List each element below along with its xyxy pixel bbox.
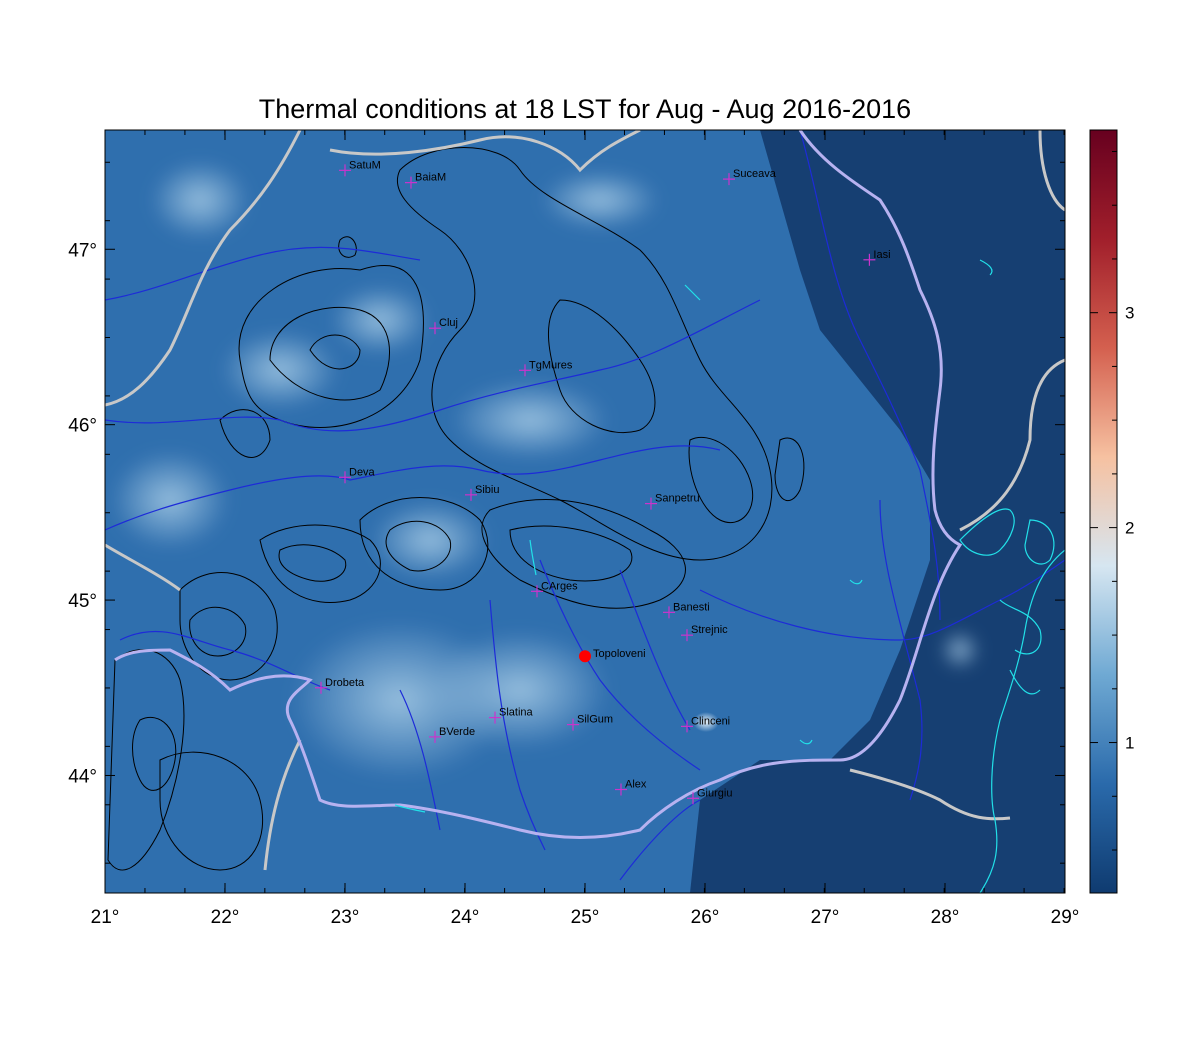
lat-label: 46° — [68, 416, 97, 437]
colorbar: 1 2 3 — [1089, 129, 1134, 894]
city-satum: SatuM — [339, 159, 381, 177]
city-label: SatuM — [349, 159, 381, 171]
highlight-site: Topoloveni — [579, 648, 646, 663]
city-deva: Deva — [339, 466, 376, 484]
city-giurgiu: Giurgiu — [687, 787, 732, 805]
map-title: Thermal conditions at 18 LST for Aug - A… — [259, 94, 911, 124]
city-alex: Alex — [615, 779, 647, 796]
colorbar-gradient — [1089, 129, 1118, 894]
city-banesti: Banesti — [663, 601, 710, 619]
coastline — [394, 259, 1065, 893]
city-bverde: BVerde — [429, 726, 475, 743]
highlight-label: Topoloveni — [593, 648, 646, 660]
lat-label: 44° — [68, 766, 97, 787]
lon-label: 27° — [811, 907, 840, 928]
city-label: BVerde — [439, 726, 475, 738]
city-label: CArges — [541, 580, 578, 592]
city-label: Strejnic — [691, 624, 728, 636]
axis-ticks — [104, 130, 1066, 893]
city-label: Deva — [349, 466, 376, 478]
map-panel — [105, 130, 1065, 893]
city-label: Iasi — [873, 249, 890, 261]
city-suceava: Suceava — [723, 168, 777, 186]
high-value-patches — [110, 160, 980, 780]
lon-label: 21° — [91, 907, 120, 928]
lat-label: 47° — [68, 240, 97, 261]
low-value-region — [690, 130, 1065, 893]
city-iasi: Iasi — [863, 249, 891, 266]
city-tgmures: TgMures — [519, 359, 573, 377]
romania-border — [114, 130, 963, 839]
colorbar-label: 3 — [1125, 304, 1134, 323]
city-label: Sanpetru — [655, 493, 700, 505]
city-silgum: SilGum — [567, 714, 613, 731]
country-borders — [105, 130, 1065, 871]
lon-label: 25° — [571, 907, 600, 928]
lon-label: 28° — [931, 907, 960, 928]
latitude-tick-labels: 44° 45° 46° 47° — [68, 240, 97, 787]
city-label: BaiaM — [415, 172, 446, 184]
city-label: Clinceni — [691, 715, 730, 727]
city-label: Suceava — [733, 168, 777, 180]
lon-label: 23° — [331, 907, 360, 928]
city-label: Giurgiu — [697, 787, 732, 799]
city-label: Cluj — [439, 317, 458, 329]
lon-label: 26° — [691, 907, 720, 928]
lon-label: 24° — [451, 907, 480, 928]
city-carges: CArges — [531, 580, 578, 598]
city-label: Slatina — [499, 707, 534, 719]
colorbar-label: 2 — [1125, 519, 1134, 538]
colorbar-label: 1 — [1125, 734, 1134, 753]
city-sanpetru: Sanpetru — [645, 493, 700, 510]
lon-label: 29° — [1051, 907, 1080, 928]
hot-spot-clinceni — [693, 712, 719, 732]
city-label: Drobeta — [325, 677, 365, 689]
elevation-contours — [107, 147, 805, 871]
city-strejnic: Strejnic — [681, 624, 728, 642]
city-sibiu: Sibiu — [465, 484, 499, 501]
city-cluj: Cluj — [429, 317, 458, 335]
city-clinceni: Clinceni — [681, 715, 730, 733]
city-label: Alex — [625, 779, 647, 791]
lon-label: 22° — [211, 907, 240, 928]
city-slatina: Slatina — [489, 707, 534, 724]
city-drobeta: Drobeta — [315, 677, 365, 694]
city-label: SilGum — [577, 714, 613, 726]
city-label: TgMures — [529, 359, 573, 371]
city-baiam: BaiaM — [405, 172, 446, 189]
city-markers: SatuM BaiaM Suceava Iasi Cluj TgMures Deva Sibi… — [315, 159, 891, 805]
topoloveni-dot — [579, 650, 591, 663]
longitude-tick-labels: 21° 22° 23° 24° 25° 26° 27° 28° 29° — [91, 907, 1080, 928]
city-label: Banesti — [673, 601, 710, 613]
colorbar-ticks: 1 2 3 — [1090, 150, 1134, 851]
lat-label: 45° — [68, 591, 97, 612]
city-label: Sibiu — [475, 484, 499, 496]
